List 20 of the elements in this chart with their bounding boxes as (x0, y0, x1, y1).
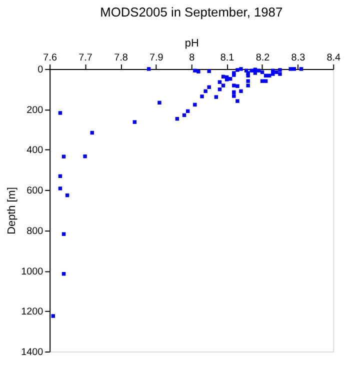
y-tick-label: 400 (26, 145, 44, 156)
y-tick-label: 200 (26, 104, 44, 116)
x-axis-title: pH (184, 38, 199, 50)
y-axis-title: Depth [m] (6, 187, 18, 234)
x-tick-label: 7.7 (78, 52, 93, 64)
y-tick-label: 1400 (21, 347, 44, 358)
x-tick-label: 7.9 (150, 52, 164, 64)
x-tick-label: 8 (189, 52, 196, 64)
y-tick-label: 800 (26, 226, 44, 237)
x-tick-label: 7.8 (114, 52, 128, 64)
x-tick-label: 7.6 (43, 52, 58, 64)
x-tick-label: 8.3 (291, 52, 306, 64)
y-tick-label: 1000 (21, 266, 44, 278)
x-tick-label: 8.1 (220, 52, 235, 64)
chart-title: MODS2005 in September, 1987 (100, 4, 283, 20)
y-tick-label: 0 (38, 64, 44, 76)
x-tick-label: 8.4 (326, 52, 342, 64)
y-tick-label: 1200 (21, 306, 44, 318)
x-tick-label: 8.2 (256, 52, 270, 64)
y-tick-label: 600 (26, 186, 44, 197)
